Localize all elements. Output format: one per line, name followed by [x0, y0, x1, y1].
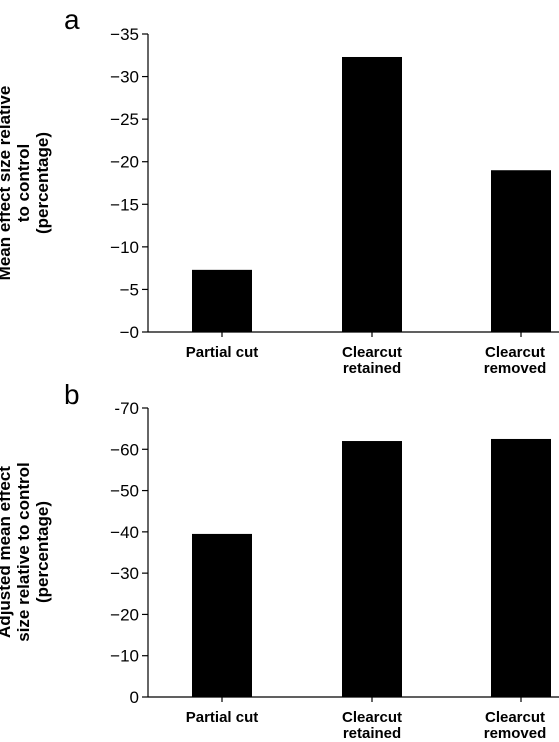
bar-3 [491, 170, 551, 332]
y-tick-label: −30 [110, 68, 139, 87]
y-tick-label: −25 [110, 110, 139, 129]
category-label: retained [343, 725, 401, 742]
category-label: retained [343, 360, 401, 377]
bar-1 [192, 269, 252, 332]
y-tick-label: −15 [110, 195, 139, 214]
y-tick-label: −0 [120, 323, 139, 342]
bar-2 [342, 441, 402, 697]
y-axis-label: size relative to control [14, 462, 33, 642]
category-label: Clearcut [485, 709, 545, 726]
y-tick-label: −35 [110, 25, 139, 44]
y-axis-label: to control [14, 144, 33, 222]
y-axis-label: Mean effect size relative [0, 86, 14, 281]
y-tick-label: −5 [120, 280, 139, 299]
panel-letter: a [64, 4, 80, 35]
y-tick-label: −50 [110, 482, 139, 501]
y-tick-label: −10 [110, 647, 139, 666]
bar-3 [491, 438, 551, 697]
category-label: removed [484, 360, 547, 377]
y-tick-label: −20 [110, 153, 139, 172]
y-tick-label: −60 [110, 440, 139, 459]
y-tick-label: −30 [110, 564, 139, 583]
panel-letter: b [64, 379, 80, 410]
category-label: Clearcut [485, 344, 545, 361]
category-label: removed [484, 725, 547, 742]
y-tick-label: -70 [114, 399, 139, 418]
category-label: Partial cut [186, 344, 259, 361]
y-axis-label: Adjusted mean effect [0, 466, 14, 638]
bar-1 [192, 533, 252, 697]
category-label: Partial cut [186, 709, 259, 726]
bar-2 [342, 56, 402, 332]
y-axis-label: (percentage) [33, 501, 52, 603]
y-tick-label: −40 [110, 523, 139, 542]
y-axis-label: (percentage) [33, 132, 52, 234]
category-label: Clearcut [342, 709, 402, 726]
category-label: Clearcut [342, 344, 402, 361]
y-tick-label: 0 [130, 688, 139, 707]
y-tick-label: −20 [110, 605, 139, 624]
y-tick-label: −10 [110, 238, 139, 257]
